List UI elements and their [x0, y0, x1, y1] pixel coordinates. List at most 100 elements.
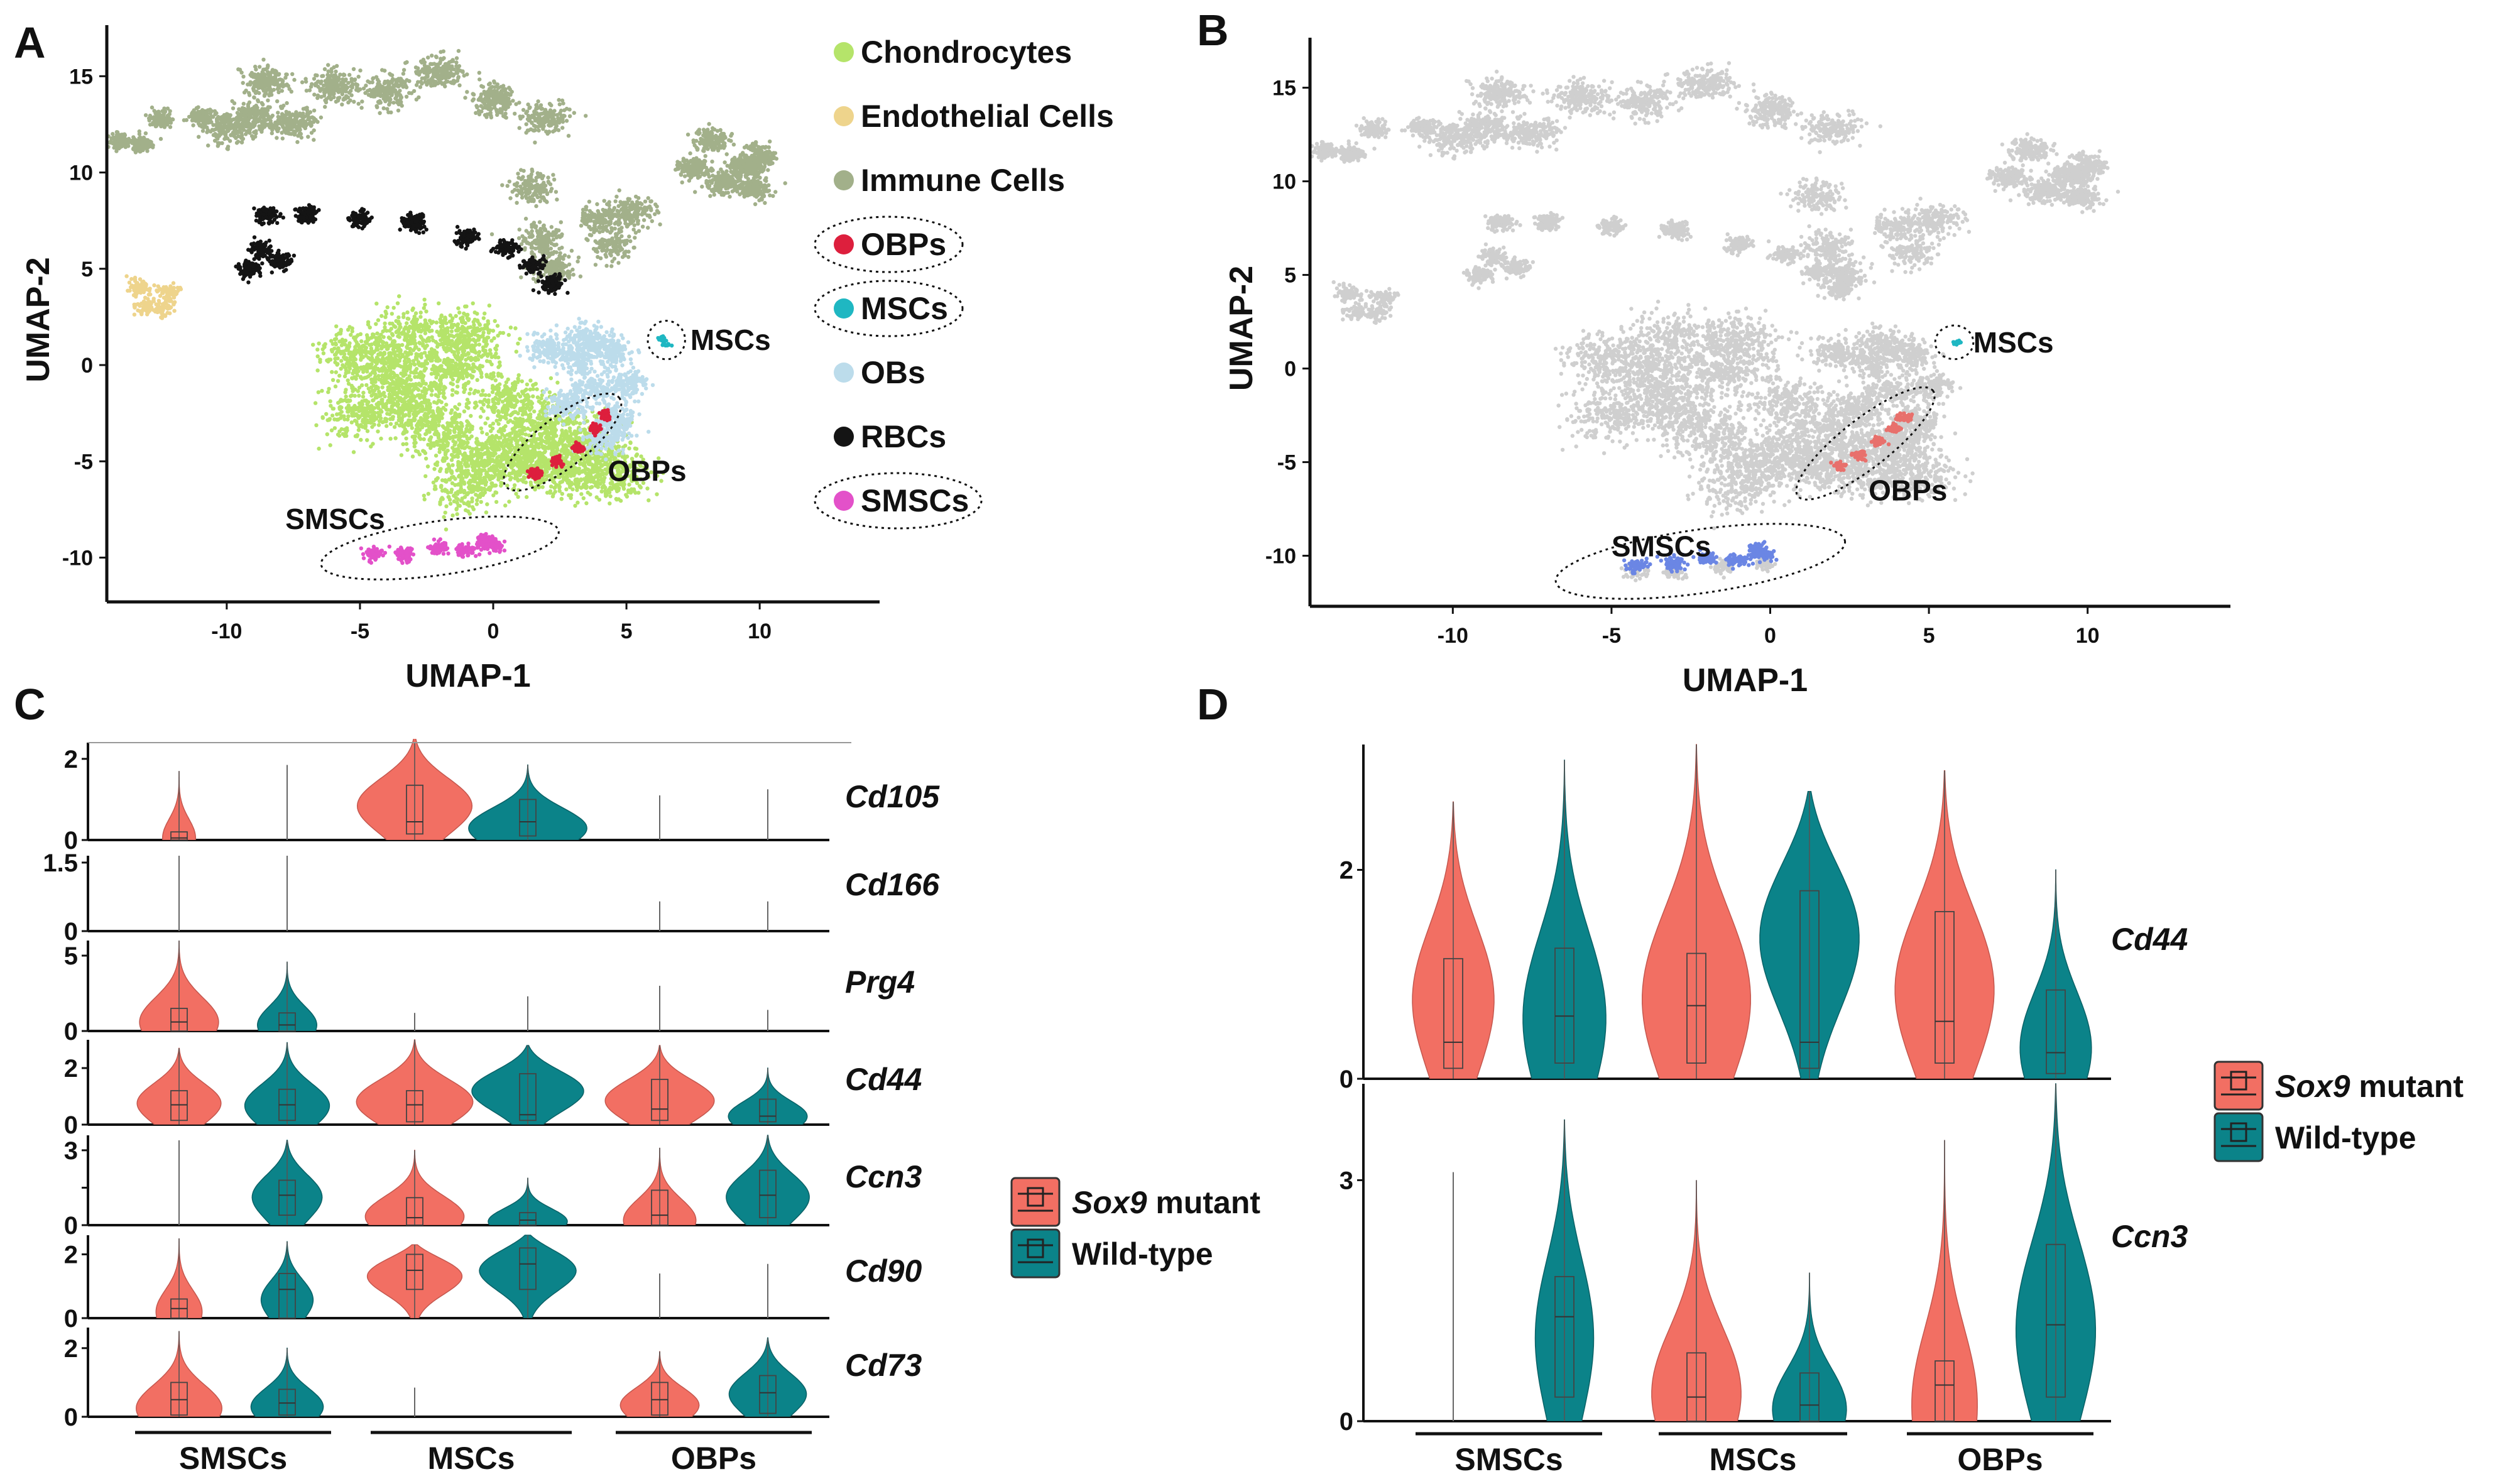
data-point — [281, 136, 285, 140]
data-point — [209, 111, 212, 115]
data-point — [143, 288, 147, 292]
data-point — [116, 142, 119, 146]
data-point — [626, 255, 630, 259]
data-point — [268, 106, 271, 109]
data-point — [499, 93, 503, 97]
data-point — [556, 116, 560, 120]
data-point — [530, 168, 534, 172]
data-point — [234, 136, 237, 140]
data-point — [596, 255, 599, 259]
data-point — [712, 128, 716, 131]
data-point — [148, 308, 151, 312]
data-point — [680, 180, 684, 184]
data-point — [285, 126, 289, 130]
data-point — [139, 312, 143, 316]
data-point — [725, 152, 729, 156]
data-point — [728, 195, 731, 199]
data-point — [721, 182, 724, 186]
data-point — [704, 179, 708, 183]
data-point — [226, 124, 229, 128]
data-point — [686, 169, 690, 173]
data-point — [726, 173, 729, 177]
data-point — [172, 281, 175, 285]
data-point — [437, 75, 441, 79]
data-point — [655, 209, 659, 213]
data-point — [596, 209, 600, 213]
data-point — [222, 117, 226, 121]
data-point — [694, 139, 698, 143]
data-point — [742, 192, 746, 196]
data-point — [545, 192, 549, 196]
data-point — [748, 190, 751, 194]
data-point — [550, 113, 554, 117]
data-point — [451, 59, 455, 63]
data-point — [396, 109, 400, 112]
data-point — [734, 184, 738, 188]
data-point — [560, 126, 564, 129]
data-point — [515, 194, 519, 197]
data-point — [300, 80, 304, 84]
data-point — [551, 252, 555, 256]
data-point — [530, 250, 533, 254]
data-point — [549, 241, 553, 245]
data-point — [560, 234, 564, 237]
data-point — [533, 124, 537, 128]
data-point — [377, 100, 381, 104]
data-point — [617, 231, 621, 234]
data-point — [623, 250, 627, 254]
data-point — [288, 115, 292, 119]
data-point — [254, 129, 258, 133]
data-point — [349, 77, 353, 80]
data-point — [385, 107, 389, 111]
data-point — [767, 145, 770, 149]
data-point — [155, 307, 158, 310]
data-point — [332, 89, 336, 92]
data-point — [226, 145, 230, 148]
data-point — [420, 60, 423, 64]
data-point — [274, 70, 278, 74]
data-point — [489, 116, 493, 119]
data-point — [374, 75, 378, 79]
data-point — [312, 117, 316, 121]
data-point — [130, 141, 134, 145]
data-point — [231, 106, 235, 110]
data-point — [325, 86, 329, 90]
data-point — [246, 118, 250, 122]
data-point — [549, 246, 553, 250]
data-point — [253, 134, 257, 138]
data-point — [246, 106, 250, 110]
data-point — [357, 102, 361, 106]
data-point — [558, 102, 562, 106]
data-point — [457, 49, 461, 53]
data-point — [305, 106, 308, 109]
data-point — [763, 183, 767, 187]
data-point — [753, 202, 757, 206]
data-point — [329, 74, 332, 77]
data-point — [565, 119, 569, 123]
data-point — [133, 288, 137, 292]
data-point — [762, 194, 766, 198]
data-point — [620, 208, 624, 212]
data-point — [515, 201, 518, 205]
data-point — [280, 131, 284, 134]
data-point — [733, 156, 736, 160]
data-point — [478, 77, 481, 81]
data-point — [494, 95, 498, 99]
data-point — [617, 237, 621, 241]
data-point — [719, 145, 723, 148]
data-point — [542, 228, 546, 232]
data-point — [258, 65, 261, 68]
data-point — [561, 257, 565, 261]
data-point — [252, 74, 256, 78]
data-point — [415, 97, 418, 101]
data-point — [701, 172, 704, 176]
data-point — [723, 160, 726, 164]
data-point — [608, 231, 612, 234]
data-point — [271, 68, 275, 72]
data-point — [489, 111, 493, 115]
data-point — [212, 133, 216, 137]
data-point — [719, 175, 723, 178]
data-point — [643, 205, 647, 209]
data-point — [288, 121, 292, 124]
data-point — [516, 188, 520, 192]
